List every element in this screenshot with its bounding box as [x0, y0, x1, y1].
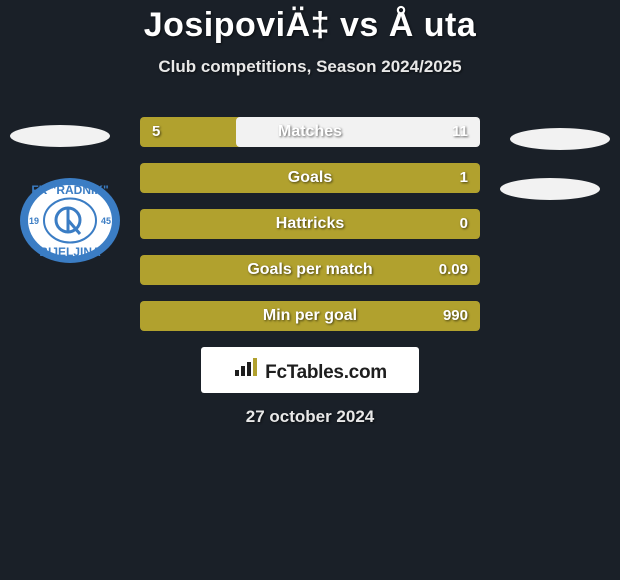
- club-badge-icon: FK "RADNIK" BIJELJINA 19 45: [20, 178, 120, 263]
- stat-value-left: 5: [152, 117, 160, 147]
- stat-label: Hattricks: [276, 209, 344, 239]
- stat-value-right: 11: [452, 117, 468, 147]
- decorative-ellipse: [10, 125, 110, 147]
- fctables-text: FcTables.com: [265, 362, 387, 384]
- stat-row: 990 Min per goal: [0, 301, 620, 331]
- stat-value-right: 0: [460, 209, 468, 239]
- subtitle: Club competitions, Season 2024/2025: [0, 57, 620, 77]
- club-badge: FK "RADNIK" BIJELJINA 19 45: [20, 178, 120, 263]
- decorative-ellipse: [510, 128, 610, 150]
- stat-label: Min per goal: [263, 301, 357, 331]
- svg-text:FK "RADNIK": FK "RADNIK": [31, 183, 108, 197]
- svg-text:19: 19: [29, 216, 39, 226]
- stat-bar-right: [236, 117, 480, 147]
- svg-text:BIJELJINA: BIJELJINA: [39, 245, 101, 259]
- date-text: 27 october 2024: [0, 407, 620, 427]
- stat-value-right: 1: [460, 163, 468, 193]
- page-title: JosipoviÄ‡ vs Å uta: [0, 0, 620, 45]
- stat-value-right: 990: [443, 301, 468, 331]
- stat-label: Goals per match: [247, 255, 372, 285]
- decorative-ellipse: [500, 178, 600, 200]
- stat-value-right: 0.09: [439, 255, 468, 285]
- stat-label: Matches: [278, 117, 342, 147]
- fctables-badge: FcTables.com: [201, 347, 419, 393]
- stat-label: Goals: [288, 163, 332, 193]
- svg-text:45: 45: [101, 216, 111, 226]
- bar-chart-icon: [233, 356, 263, 378]
